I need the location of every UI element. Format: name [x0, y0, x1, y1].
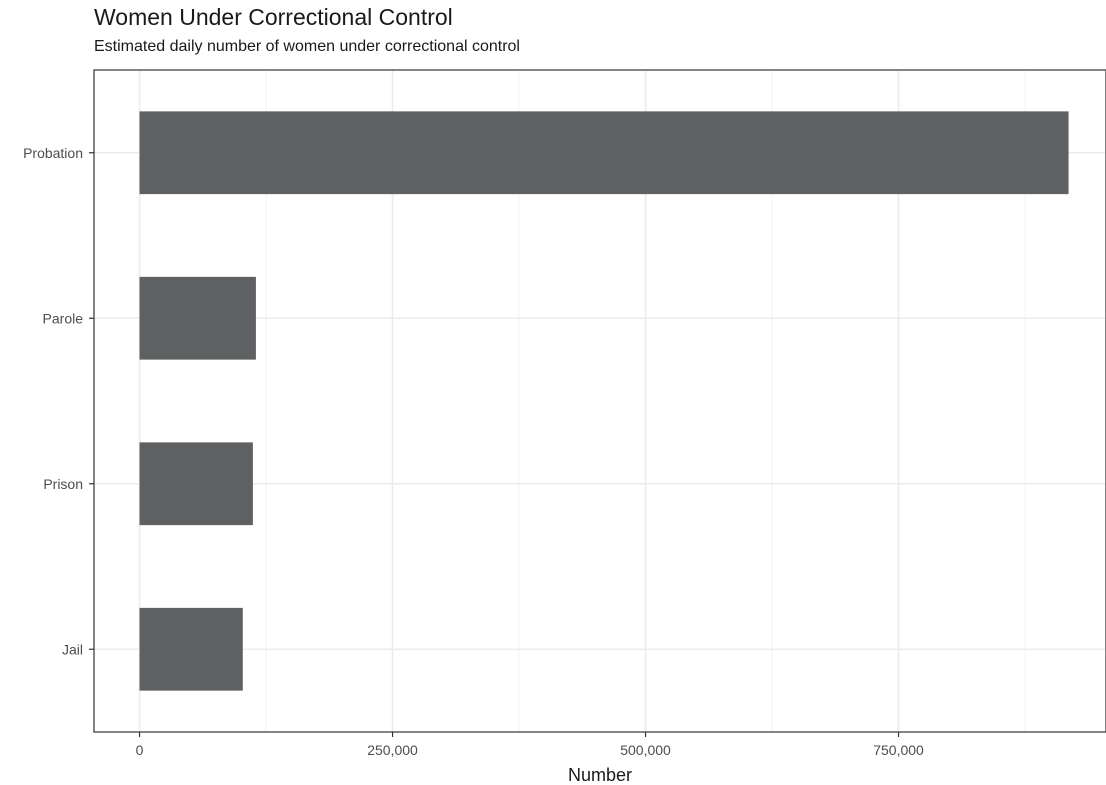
- y-tick-label: Prison: [43, 476, 83, 492]
- axes: Probation Parole Prison Jail 0 250,000 500,000…: [23, 145, 924, 758]
- bar-jail: [139, 607, 243, 691]
- x-tick-label: 250,000: [367, 742, 418, 758]
- y-tick-label: Jail: [62, 641, 83, 657]
- bar-parole: [139, 276, 256, 360]
- chart-title: Women Under Correctional Control: [94, 4, 453, 30]
- bar-prison: [139, 442, 253, 526]
- chart-subtitle: Estimated daily number of women under co…: [94, 38, 520, 55]
- y-tick-label: Parole: [43, 310, 84, 326]
- x-tick-label: 0: [136, 742, 144, 758]
- y-tick-label: Probation: [23, 145, 83, 161]
- bars: [139, 111, 1069, 691]
- panel-border: [93, 69, 1106, 733]
- x-axis-title: Number: [568, 765, 632, 785]
- x-tick-label: 750,000: [873, 742, 924, 758]
- bar-probation: [139, 111, 1069, 195]
- x-tick-label: 500,000: [620, 742, 671, 758]
